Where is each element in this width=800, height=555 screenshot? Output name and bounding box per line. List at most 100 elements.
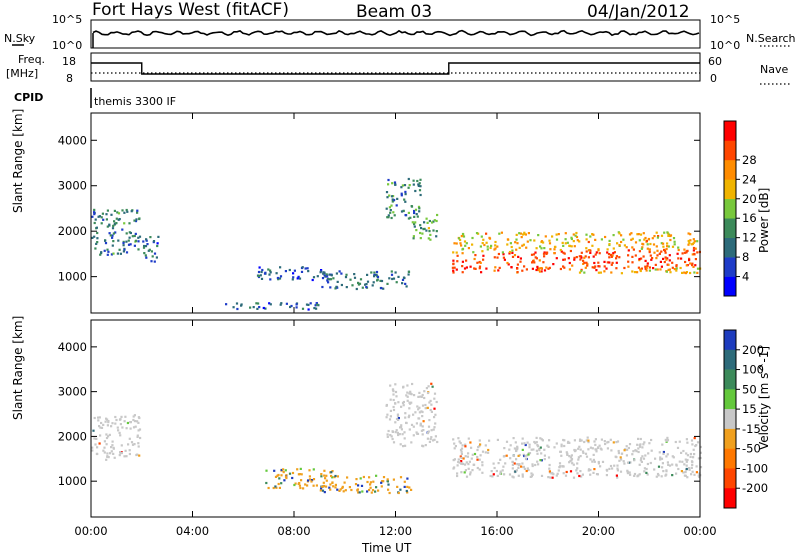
echo-point [479, 443, 482, 446]
echo-point [112, 446, 115, 449]
echo-point [460, 244, 463, 247]
echo-point [257, 274, 260, 278]
echo-point [686, 458, 689, 462]
echo-point [685, 460, 688, 463]
echo-point [578, 439, 582, 442]
echo-point [397, 433, 400, 437]
echo-region [91, 208, 142, 256]
echo-point [465, 266, 468, 269]
echo-point [563, 444, 566, 448]
echo-point [676, 252, 679, 255]
echo-point [510, 266, 513, 269]
echo-point [648, 269, 651, 272]
echo-point [471, 243, 474, 246]
echo-point [459, 442, 462, 445]
echo-point [699, 466, 703, 469]
echo-point [569, 470, 573, 473]
echo-point [269, 278, 272, 281]
echo-point [608, 243, 611, 246]
echo-point [480, 271, 483, 274]
echo-point [615, 474, 618, 477]
echo-point [373, 271, 376, 274]
echo-point [401, 184, 404, 187]
echo-point [621, 452, 624, 455]
echo-point [516, 271, 519, 274]
echo-point [645, 467, 648, 471]
echo-point [699, 445, 702, 449]
echo-point [92, 429, 95, 432]
echo-point [662, 450, 665, 454]
echo-point [682, 449, 685, 453]
echo-point [306, 267, 309, 270]
echo-point [240, 303, 243, 306]
echo-point [425, 387, 428, 390]
echo-point [332, 277, 335, 280]
echo-point [308, 469, 311, 472]
echo-point [138, 428, 142, 431]
echo-point [478, 267, 481, 270]
echo-point [606, 261, 609, 264]
echo-point [376, 275, 380, 279]
echo-point [112, 232, 115, 235]
echo-point [552, 263, 555, 266]
nave-tick-bottom: 0 [710, 72, 717, 85]
echo-point [297, 473, 300, 476]
echo-point [594, 253, 597, 256]
echo-point [665, 258, 668, 261]
echo-point [386, 480, 389, 483]
echo-point [513, 254, 517, 257]
echo-point [413, 215, 416, 218]
echo-point [587, 249, 590, 252]
echo-point [563, 258, 566, 261]
echo-point [644, 454, 647, 457]
echo-point [683, 474, 686, 477]
echo-point [585, 439, 588, 442]
panel-frame [90, 319, 701, 518]
echo-point [325, 474, 328, 477]
echo-point [393, 181, 397, 184]
echo-point [417, 395, 420, 398]
echo-point [603, 265, 606, 268]
echo-point [374, 490, 377, 493]
echo-point [114, 415, 117, 419]
echo-point [516, 263, 519, 266]
echo-point [421, 415, 424, 418]
echo-point [137, 248, 140, 251]
echo-point [523, 467, 526, 470]
echo-point [578, 474, 581, 478]
echo-point [568, 244, 571, 247]
echo-point [690, 243, 693, 246]
nsky-label: N.Sky [4, 32, 36, 45]
echo-point [465, 475, 469, 478]
noise-sky-series [92, 29, 700, 37]
echo-point [434, 413, 437, 416]
echo-point [373, 273, 376, 277]
echo-point [594, 438, 597, 441]
echo-point [594, 265, 597, 268]
echo-point [658, 451, 661, 454]
echo-point [404, 416, 407, 419]
echo-point [493, 248, 496, 251]
echo-point [525, 246, 528, 249]
echo-point [467, 467, 470, 470]
echo-point [504, 462, 507, 465]
echo-point [492, 462, 495, 465]
echo-point [397, 418, 400, 421]
y-tick-label: 1000 [58, 474, 87, 488]
echo-point [339, 488, 342, 491]
echo-point [680, 470, 683, 473]
echo-point [671, 245, 675, 248]
echo-point [313, 307, 316, 310]
echo-point [406, 384, 409, 387]
echo-point [630, 238, 633, 241]
echo-point [620, 240, 623, 244]
echo-point [368, 488, 371, 492]
echo-point [540, 270, 543, 273]
colorbar-frame [723, 329, 737, 509]
echo-point [502, 465, 505, 468]
echo-point [678, 440, 681, 443]
echo-point [138, 217, 141, 221]
echo-point [540, 452, 543, 455]
echo-point [376, 279, 379, 282]
y-tick-label: 4000 [58, 133, 87, 147]
